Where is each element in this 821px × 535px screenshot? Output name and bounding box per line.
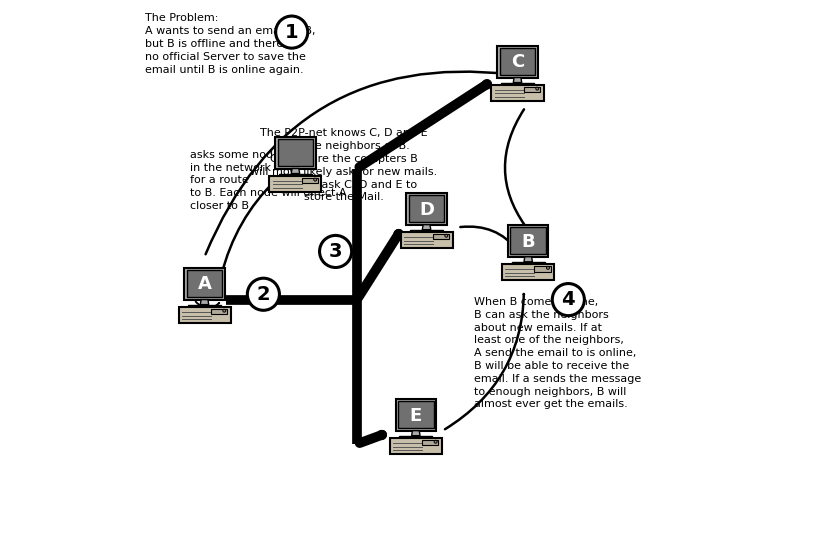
Text: asks some nodes
in the network
for a route
to B. Each node will direct A
closer : asks some nodes in the network for a rou… bbox=[190, 150, 346, 211]
Polygon shape bbox=[422, 225, 431, 230]
Text: D: D bbox=[419, 201, 434, 218]
FancyBboxPatch shape bbox=[492, 85, 544, 101]
FancyBboxPatch shape bbox=[524, 87, 540, 93]
FancyBboxPatch shape bbox=[390, 438, 442, 454]
Text: 1: 1 bbox=[285, 22, 299, 42]
Polygon shape bbox=[291, 169, 300, 173]
FancyArrowPatch shape bbox=[445, 294, 524, 429]
Circle shape bbox=[434, 440, 437, 443]
Circle shape bbox=[547, 266, 549, 269]
Text: A: A bbox=[198, 276, 212, 293]
Circle shape bbox=[276, 16, 308, 48]
FancyBboxPatch shape bbox=[269, 176, 322, 192]
Polygon shape bbox=[513, 78, 521, 82]
FancyArrowPatch shape bbox=[359, 234, 399, 297]
FancyBboxPatch shape bbox=[188, 304, 221, 307]
FancyBboxPatch shape bbox=[277, 139, 314, 166]
Text: 2: 2 bbox=[257, 285, 270, 304]
Text: 4: 4 bbox=[562, 290, 576, 309]
FancyBboxPatch shape bbox=[184, 268, 225, 300]
FancyBboxPatch shape bbox=[500, 48, 535, 75]
Text: The Problem:
A wants to send an email to B,
but B is offline and there is
no off: The Problem: A wants to send an email to… bbox=[144, 13, 315, 74]
Circle shape bbox=[222, 309, 226, 312]
Text: E: E bbox=[410, 407, 422, 424]
FancyBboxPatch shape bbox=[433, 234, 449, 240]
FancyBboxPatch shape bbox=[410, 230, 443, 232]
FancyBboxPatch shape bbox=[502, 264, 554, 280]
Circle shape bbox=[536, 87, 539, 90]
FancyBboxPatch shape bbox=[400, 435, 432, 438]
FancyArrowPatch shape bbox=[461, 226, 517, 250]
FancyBboxPatch shape bbox=[508, 225, 548, 257]
FancyBboxPatch shape bbox=[501, 82, 534, 85]
Circle shape bbox=[445, 234, 447, 237]
Polygon shape bbox=[200, 300, 209, 304]
FancyBboxPatch shape bbox=[186, 270, 222, 297]
FancyArrowPatch shape bbox=[360, 84, 487, 167]
FancyBboxPatch shape bbox=[279, 173, 312, 176]
Text: When B comes online,
B can ask the neighbors
about new emails. If at
least one o: When B comes online, B can ask the neigh… bbox=[474, 297, 641, 409]
Circle shape bbox=[319, 235, 351, 268]
FancyBboxPatch shape bbox=[422, 440, 438, 446]
Text: B: B bbox=[521, 233, 535, 250]
FancyBboxPatch shape bbox=[406, 193, 447, 225]
FancyBboxPatch shape bbox=[511, 262, 544, 264]
FancyBboxPatch shape bbox=[178, 307, 231, 323]
FancyBboxPatch shape bbox=[398, 401, 433, 429]
FancyBboxPatch shape bbox=[401, 232, 452, 248]
FancyBboxPatch shape bbox=[409, 195, 444, 223]
FancyBboxPatch shape bbox=[511, 227, 546, 255]
Text: The P2P-net knows C, D and E
as close neighbors of B.
C, D, E are the compters B: The P2P-net knows C, D and E as close ne… bbox=[250, 128, 438, 202]
FancyArrowPatch shape bbox=[360, 434, 382, 443]
FancyBboxPatch shape bbox=[301, 178, 318, 184]
Text: C: C bbox=[511, 54, 524, 71]
FancyArrowPatch shape bbox=[195, 302, 219, 309]
Circle shape bbox=[247, 278, 279, 310]
FancyArrowPatch shape bbox=[221, 180, 276, 276]
FancyBboxPatch shape bbox=[534, 266, 551, 272]
Polygon shape bbox=[411, 431, 420, 435]
Circle shape bbox=[314, 178, 317, 181]
Circle shape bbox=[553, 284, 585, 316]
FancyBboxPatch shape bbox=[211, 309, 227, 315]
FancyArrowPatch shape bbox=[505, 109, 525, 226]
FancyArrowPatch shape bbox=[205, 72, 510, 254]
Polygon shape bbox=[524, 257, 533, 262]
Text: 3: 3 bbox=[329, 242, 342, 261]
FancyBboxPatch shape bbox=[396, 399, 436, 431]
FancyBboxPatch shape bbox=[498, 46, 538, 78]
FancyBboxPatch shape bbox=[275, 137, 316, 169]
